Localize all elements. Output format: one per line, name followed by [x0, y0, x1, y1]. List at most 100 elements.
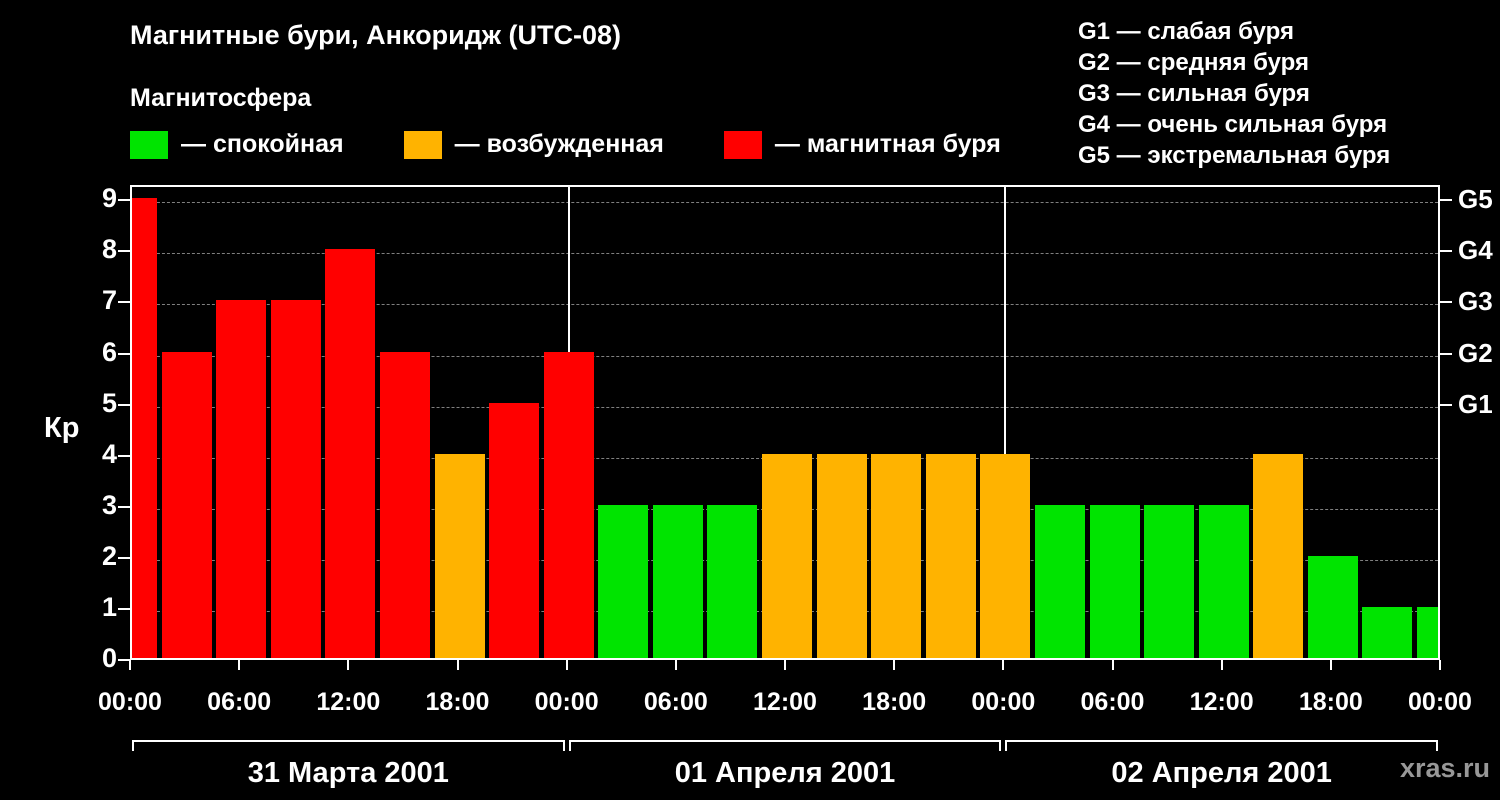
- x-axis-tick: [784, 660, 786, 670]
- x-axis-tick-label: 06:00: [207, 688, 272, 716]
- chart-title: Магнитные бури, Анкоридж (UTC-08): [130, 20, 621, 50]
- watermark: xras.ru: [1399, 753, 1490, 783]
- g-scale-legend: G1 — слабая буря G2 — средняя буря G3 — …: [1078, 16, 1390, 171]
- g-axis-label: G1: [1458, 388, 1493, 419]
- y-axis-tick: [118, 301, 130, 304]
- x-axis-tick: [565, 660, 568, 670]
- x-axis-tick-label: 00:00: [534, 688, 599, 716]
- legend-title: Магнитосфера: [130, 84, 312, 112]
- x-axis-tick-label: 00:00: [1408, 688, 1472, 716]
- x-axis-tick-label: 06:00: [643, 688, 708, 716]
- kp-bar: [543, 351, 594, 658]
- legend-item-unsettled-label: — возбужденная: [454, 130, 664, 158]
- x-axis-tick: [1111, 660, 1114, 670]
- y-axis-tick-label: 4: [101, 438, 117, 469]
- plot-area: [130, 185, 1440, 660]
- h-gridline: [132, 406, 1438, 408]
- day-bracket: [132, 740, 565, 751]
- legend-item-storm-label: — магнитная буря: [774, 130, 1001, 158]
- x-axis-tick-label: 18:00: [862, 688, 927, 716]
- legend-item-unsettled: — возбужденная: [403, 130, 664, 159]
- kp-bar: [762, 453, 812, 658]
- y-axis-tick: [118, 659, 130, 661]
- x-axis-tick-label: 12:00: [753, 688, 817, 716]
- y-axis-tick: [118, 607, 130, 610]
- h-gridline: [132, 355, 1438, 357]
- y-axis-tick-label: 9: [101, 183, 117, 214]
- day-label: 01 Апреля 2001: [674, 757, 896, 789]
- kp-bar: [132, 198, 157, 658]
- kp-bar: [1144, 504, 1195, 658]
- g-scale-legend-line-g1: G1 — слабая буря: [1078, 18, 1295, 45]
- x-axis-tick-label: 18:00: [1298, 688, 1363, 716]
- x-axis-tick: [456, 660, 459, 670]
- y-axis-tick-label: 6: [101, 336, 117, 367]
- y-axis-tick: [118, 199, 130, 202]
- y-axis-tick-label: 2: [101, 540, 117, 571]
- x-axis-tick-label: 18:00: [425, 688, 490, 716]
- day-label: 31 Марта 2001: [247, 757, 449, 789]
- g-axis-tick: [1440, 352, 1452, 355]
- h-gridline: [132, 304, 1438, 306]
- kp-bar: [1198, 504, 1249, 658]
- y-axis-tick: [118, 505, 130, 508]
- y-axis-tick-label: 3: [101, 489, 117, 520]
- x-axis-tick-label: 06:00: [1080, 688, 1145, 716]
- g-axis-tick: [1440, 301, 1452, 304]
- g-axis-tick: [1440, 403, 1452, 406]
- kp-bar: [379, 351, 430, 658]
- g-axis-label: G2: [1458, 337, 1493, 368]
- y-axis-tick: [118, 403, 130, 406]
- x-axis-tick: [238, 660, 241, 670]
- g-axis-label: G4: [1458, 235, 1493, 266]
- x-axis-tick-label: 12:00: [316, 688, 381, 716]
- x-axis-tick: [347, 660, 350, 670]
- y-axis-tick-label: 5: [101, 387, 117, 418]
- g-scale-legend-line-g3: G3 — сильная буря: [1078, 80, 1310, 107]
- g-scale-legend-line-g2: G2 — средняя буря: [1078, 49, 1309, 76]
- kp-bar: [270, 300, 321, 658]
- legend-item-quiet-label: — спокойная: [181, 130, 344, 158]
- y-axis-tick-label: 0: [101, 643, 117, 673]
- unsettled-color-swatch: [403, 130, 442, 159]
- y-axis-tick: [118, 352, 130, 355]
- x-axis-tick: [1329, 660, 1332, 670]
- kp-bar: [1089, 504, 1140, 658]
- x-axis-tick: [1002, 660, 1005, 670]
- g-axis-tick: [1440, 250, 1452, 253]
- g-scale-legend-line-g4: G4 — очень сильная буря: [1078, 111, 1388, 138]
- x-axis-tick: [674, 660, 677, 670]
- kp-bar: [325, 249, 376, 658]
- y-axis-tick-label: 8: [101, 234, 117, 265]
- g-axis-label: G3: [1458, 286, 1493, 317]
- kp-bar: [1417, 606, 1438, 658]
- kp-bar: [1253, 453, 1304, 658]
- quiet-color-swatch: [130, 130, 168, 159]
- h-gridline: [132, 202, 1438, 204]
- kp-bar: [489, 402, 540, 658]
- x-axis-tick: [129, 660, 131, 670]
- kp-bar: [980, 453, 1031, 658]
- kp-color-legend: — спокойная — возбужденная — магнитная б…: [130, 130, 1001, 159]
- y-axis-tick-label: 1: [101, 591, 117, 622]
- kp-bar: [925, 453, 976, 658]
- kp-bar: [161, 351, 212, 658]
- day-bracket: [1005, 740, 1438, 751]
- y-axis-tick: [118, 454, 130, 457]
- kp-bar: [216, 300, 267, 658]
- g-scale-legend-line-g5: G5 — экстремальная буря: [1078, 142, 1391, 169]
- kp-bar: [871, 453, 922, 658]
- x-axis-tick-label: 00:00: [98, 688, 162, 716]
- legend-item-quiet: — спокойная: [130, 130, 344, 159]
- g-axis-tick: [1440, 199, 1452, 202]
- kp-bar: [1034, 504, 1085, 658]
- kp-bar: [1362, 606, 1413, 658]
- x-axis-tick: [1220, 660, 1223, 670]
- y-axis-tick: [118, 556, 130, 559]
- storm-color-swatch: [723, 130, 762, 159]
- h-gridline: [132, 253, 1438, 255]
- kp-bar: [816, 453, 867, 658]
- day-label: 02 Апреля 2001: [1111, 757, 1332, 789]
- day-boundary-line: [1004, 187, 1007, 658]
- legend-item-storm: — магнитная буря: [723, 130, 1001, 159]
